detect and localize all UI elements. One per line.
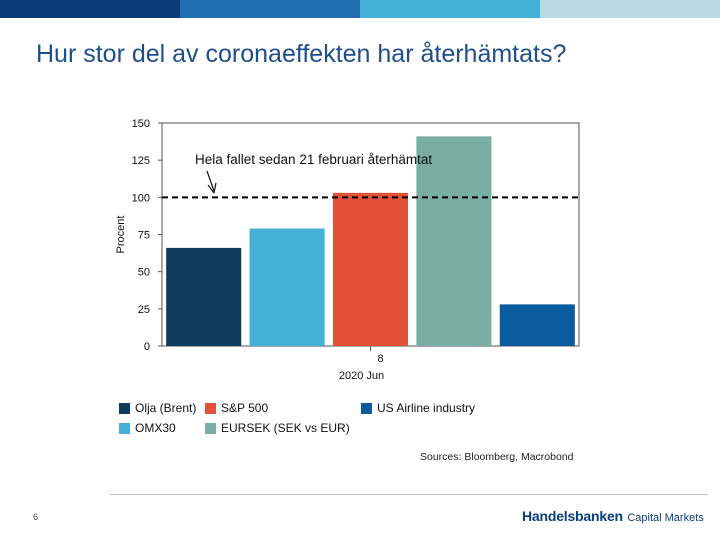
top-bar-segment	[540, 0, 720, 18]
legend-item-eursek: EURSEK (SEK vs EUR)	[205, 421, 350, 435]
y-tick-label: 0	[144, 341, 150, 353]
y-tick-label: 125	[132, 155, 150, 167]
legend-item-olja: Olja (Brent)	[119, 401, 196, 415]
bar-eursek-sek-vs-eur-	[416, 136, 492, 346]
legend-swatch	[119, 422, 130, 434]
top-color-bar	[0, 0, 720, 18]
y-tick-label: 25	[138, 304, 150, 316]
legend-swatch	[205, 402, 216, 414]
top-bar-segment	[0, 0, 180, 18]
page-number: 6	[33, 512, 39, 522]
annotation-arrow-head	[207, 182, 217, 194]
legend-swatch	[361, 402, 372, 414]
x-axis-label: 2020 Jun	[339, 370, 384, 382]
sources-note: Sources: Bloomberg, Macrobond	[420, 451, 574, 463]
legend-label: S&P 500	[221, 401, 269, 415]
y-tick-label: 75	[138, 230, 150, 242]
legend-item-omx30: OMX30	[119, 421, 176, 435]
annotation-text: Hela fallet sedan 21 februari återhämtat	[195, 152, 432, 167]
top-bar-segment	[360, 0, 540, 18]
bar-omx30	[249, 228, 325, 346]
top-bar-segment	[180, 0, 360, 18]
footer-divider	[110, 494, 708, 495]
y-axis-label: Procent	[115, 216, 127, 254]
legend-swatch	[205, 422, 216, 434]
slide-title: Hur stor del av coronaeffekten har återh…	[36, 40, 567, 68]
y-tick-label: 50	[138, 267, 150, 279]
bar-olja-brent-	[166, 247, 242, 346]
annotation-arrow-shaft	[206, 170, 215, 192]
bar-us-airline-industry	[499, 304, 575, 346]
y-tick-label: 100	[132, 192, 150, 204]
y-tick-label: 150	[132, 118, 150, 130]
legend-label: US Airline industry	[377, 401, 476, 415]
legend-label: OMX30	[135, 421, 176, 435]
brand-suffix: Capital Markets	[627, 512, 704, 524]
legend-label: Olja (Brent)	[135, 401, 197, 415]
legend-item-sp500: S&P 500	[205, 401, 268, 415]
legend-item-us-airline: US Airline industry	[361, 401, 475, 415]
legend-swatch	[119, 402, 130, 414]
x-tick-label: 8	[377, 353, 383, 365]
legend-label: EURSEK (SEK vs EUR)	[221, 421, 350, 435]
brand-logo: Handelsbanken Capital Markets	[522, 508, 704, 526]
bar-s-p-500	[332, 192, 409, 346]
brand-name: Handelsbanken	[522, 508, 623, 524]
